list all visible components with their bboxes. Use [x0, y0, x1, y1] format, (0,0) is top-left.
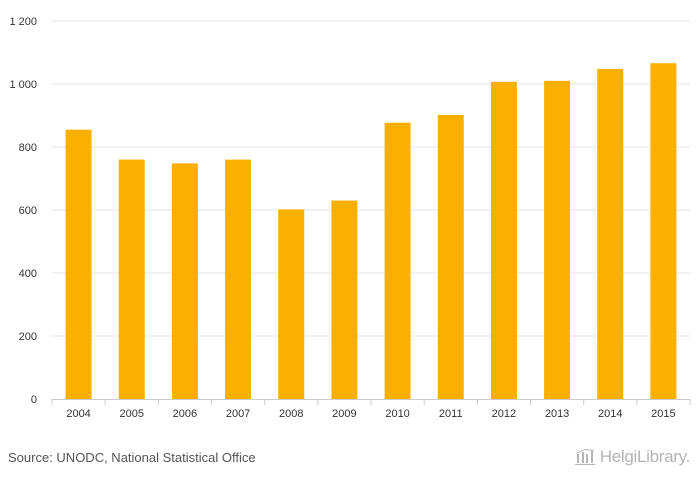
logo-text: HelgiLibrary.	[599, 447, 691, 466]
source-note: Source: UNODC, National Statistical Offi…	[8, 450, 256, 465]
bar-2007	[225, 159, 252, 399]
bar-2010	[384, 122, 411, 400]
x-tick-label: 2008	[279, 408, 303, 420]
x-tick-label: 2007	[226, 408, 250, 420]
x-axis: 2004 2005 2006 2007 2008 2009 2010 2011 2012 2013…	[51, 399, 691, 420]
helgilibrary-logo: HelgiLibrary.	[573, 447, 690, 467]
y-tick-label: 400	[19, 268, 37, 280]
bar-2008	[278, 209, 305, 399]
x-tick-label: 2014	[598, 408, 622, 420]
y-axis-ticks: 0 200 400 600 800 1 000 1 200	[9, 16, 37, 406]
y-tick-label: 200	[19, 331, 37, 343]
y-tick-label: 0	[31, 394, 37, 406]
x-tick-label: 2006	[173, 408, 197, 420]
bars	[65, 63, 677, 400]
y-tick-label: 1 200	[9, 16, 37, 28]
x-tick-label: 2015	[651, 408, 675, 420]
y-tick-label: 1 000	[9, 79, 37, 91]
grid-lines	[52, 20, 690, 337]
x-tick-label: 2005	[120, 408, 144, 420]
bar-2013	[544, 80, 571, 399]
bar-2004	[65, 129, 92, 400]
x-tick-label: 2010	[385, 408, 409, 420]
x-tick-label: 2012	[492, 408, 516, 420]
bar-2006	[171, 163, 198, 399]
x-tick-label: 2004	[66, 408, 90, 420]
x-tick-label: 2011	[439, 408, 463, 420]
y-tick-label: 600	[19, 205, 37, 217]
bar-2011	[437, 114, 464, 400]
bar-chart: 0 200 400 600 800 1 000 1 200 2004 2005 2006 2007…	[9, 16, 691, 420]
x-tick-label: 2009	[332, 408, 356, 420]
bar-2005	[118, 159, 145, 399]
library-building-icon	[574, 449, 595, 465]
x-tick-label: 2013	[545, 408, 569, 420]
bar-2009	[331, 200, 358, 399]
y-tick-label: 800	[19, 142, 37, 154]
bar-2012	[490, 81, 517, 400]
bar-2015	[650, 63, 677, 400]
bar-2014	[597, 68, 624, 399]
